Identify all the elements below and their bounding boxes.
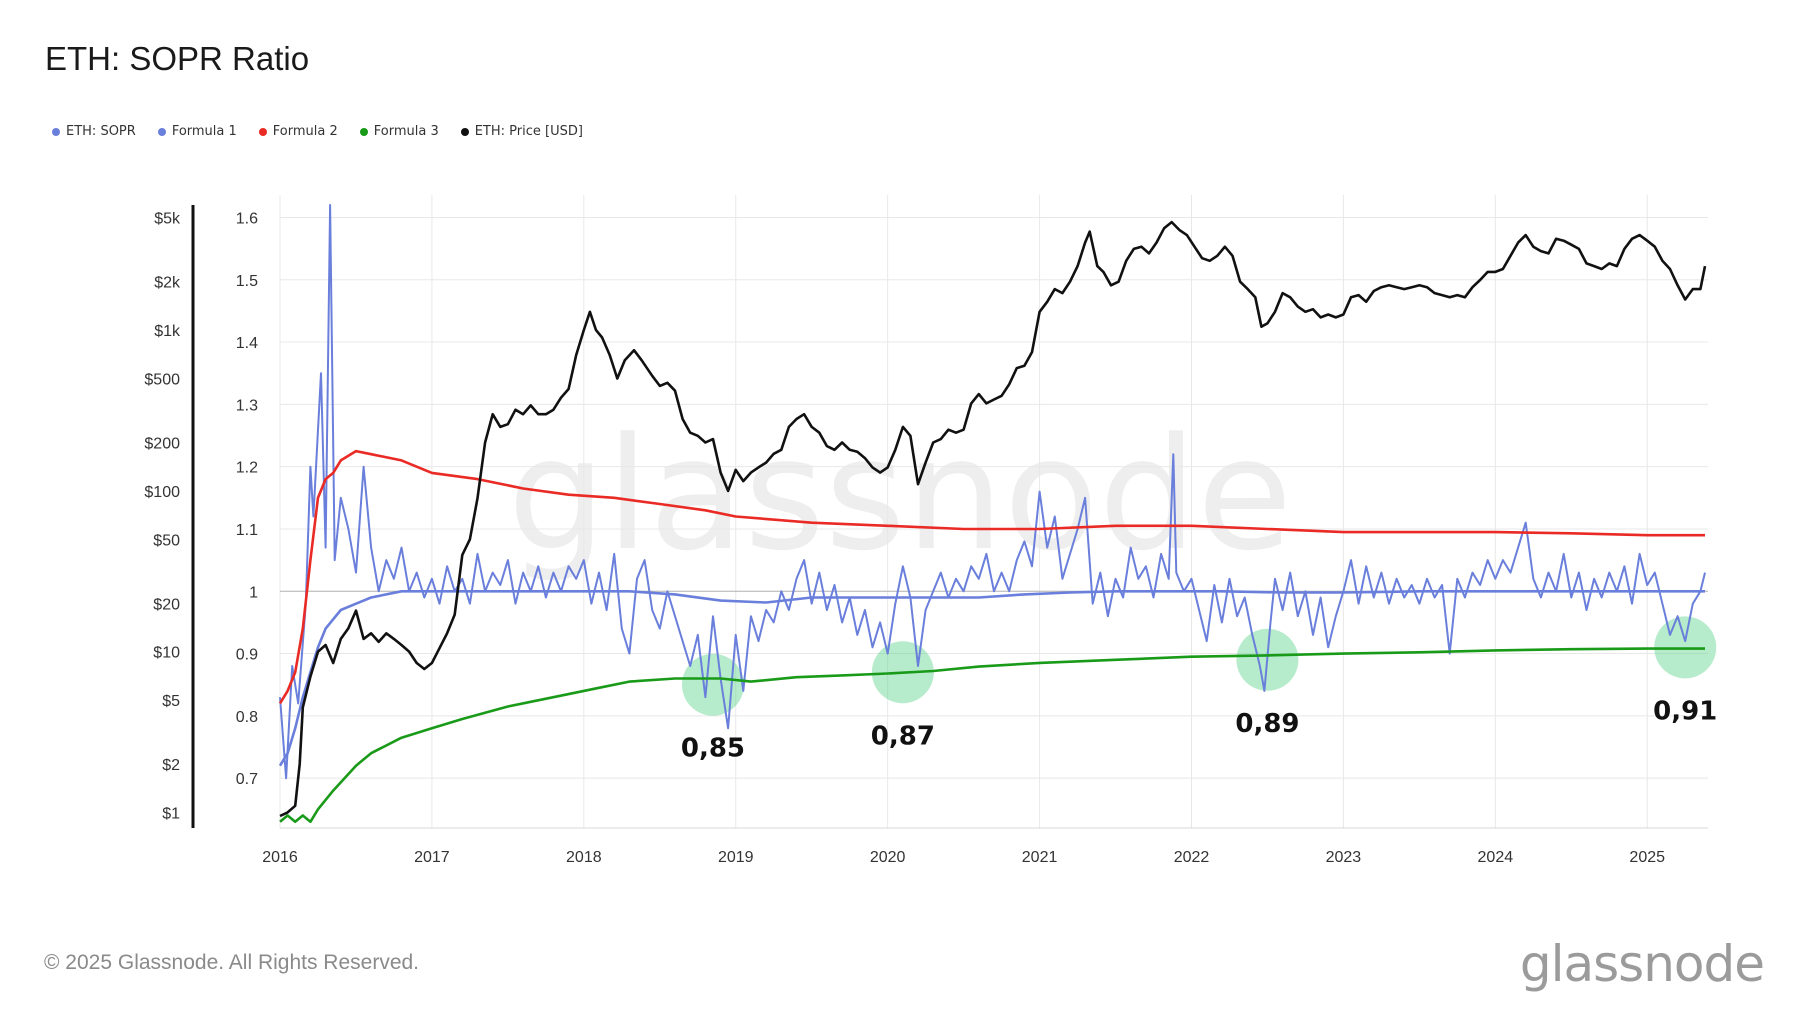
legend-dot-icon xyxy=(258,127,267,136)
x-tick-label: 2017 xyxy=(414,849,450,866)
chart-legend: ETH: SOPR Formula 1 Formula 2 Formula 3 … xyxy=(52,124,583,139)
copyright-footer: © 2025 Glassnode. All Rights Reserved. xyxy=(44,951,420,974)
legend-label: ETH: Price [USD] xyxy=(474,124,583,139)
y-right-tick-label: 1.4 xyxy=(236,335,258,352)
series-lines xyxy=(278,204,1707,824)
series-line-formula-3 xyxy=(279,647,1705,824)
x-tick-label: 2022 xyxy=(1174,849,1210,866)
legend-item-formula-2[interactable]: Formula 2 xyxy=(258,124,338,139)
legend-dot-icon xyxy=(359,127,368,136)
x-tick-label: 2019 xyxy=(718,849,754,866)
x-tick-label: 2020 xyxy=(870,849,906,866)
y-left-tick-label: $500 xyxy=(144,372,180,389)
y-right-tick-label: 1.3 xyxy=(236,397,258,414)
annotation-labels: 0,85 0,87 0,89 0,91 xyxy=(681,696,1717,763)
legend-label: ETH: SOPR xyxy=(66,124,136,139)
series-line-eth-price-usd xyxy=(279,220,1707,818)
y-left-tick-label: $20 xyxy=(153,596,180,613)
series-line-eth-sopr xyxy=(279,204,1706,780)
x-tick-label: 2021 xyxy=(1022,849,1058,866)
legend-dot-icon xyxy=(52,127,60,136)
chart-title: ETH: SOPR Ratio xyxy=(45,40,310,77)
y-right-tick-label: 1.6 xyxy=(236,210,258,227)
y-right-tick-label: 1.1 xyxy=(236,522,258,539)
y-left-tick-label: $5 xyxy=(162,693,180,710)
highlight-circles xyxy=(681,616,1717,716)
legend-item-formula-3[interactable]: Formula 3 xyxy=(359,124,439,139)
y-right-tick-label: 1.2 xyxy=(236,460,258,477)
legend-dot-icon xyxy=(460,127,469,136)
highlight-label: 0,91 xyxy=(1653,696,1717,726)
legend-label: Formula 2 xyxy=(272,124,338,139)
legend-label: Formula 3 xyxy=(373,124,439,139)
brand-logo: glassnode xyxy=(1519,935,1765,993)
x-tick-label: 2016 xyxy=(262,849,298,866)
highlight-label: 0,89 xyxy=(1235,709,1299,739)
y-left-tick-label: $1 xyxy=(162,805,180,822)
y-left-tick-label: $2 xyxy=(162,757,180,774)
x-tick-label: 2024 xyxy=(1478,849,1514,866)
y-left-tick-label: $200 xyxy=(144,435,180,452)
y-left-tick-label: $100 xyxy=(144,484,180,501)
series-line-formula-1 xyxy=(278,590,1705,767)
highlight-label: 0,85 xyxy=(681,734,745,764)
y-left-tick-label: $2k xyxy=(154,275,181,292)
y-left-tick-label: $10 xyxy=(153,645,180,662)
y-left-tick-label: $5k xyxy=(154,211,181,228)
legend-item-eth-price[interactable]: ETH: Price [USD] xyxy=(460,124,583,139)
y-right-tick-label: 0.7 xyxy=(236,771,258,788)
series-line-formula-2 xyxy=(278,449,1705,705)
y-left-tick-label: $50 xyxy=(153,532,180,549)
legend-item-formula-1[interactable]: Formula 1 xyxy=(157,124,237,139)
x-tick-label: 2018 xyxy=(566,849,602,866)
highlight-label: 0,87 xyxy=(871,721,935,751)
y-right-tick-label: 1 xyxy=(249,584,258,601)
axes: 2016 2017 2018 2019 2020 2021 2022 2023 2024 2025… xyxy=(144,205,1708,866)
y-right-tick-label: 0.9 xyxy=(236,647,258,664)
legend-dot-icon xyxy=(157,127,166,136)
legend-label: Formula 1 xyxy=(171,124,237,139)
x-tick-label: 2025 xyxy=(1629,849,1665,866)
legend-item-eth-sopr[interactable]: ETH: SOPR xyxy=(52,124,136,139)
y-left-tick-label: $1k xyxy=(154,323,181,340)
grid-lines xyxy=(279,195,1708,828)
highlight-circle xyxy=(681,653,744,716)
y-right-tick-label: 1.5 xyxy=(236,273,258,290)
x-tick-label: 2023 xyxy=(1326,849,1362,866)
y-right-tick-label: 0.8 xyxy=(236,709,258,726)
